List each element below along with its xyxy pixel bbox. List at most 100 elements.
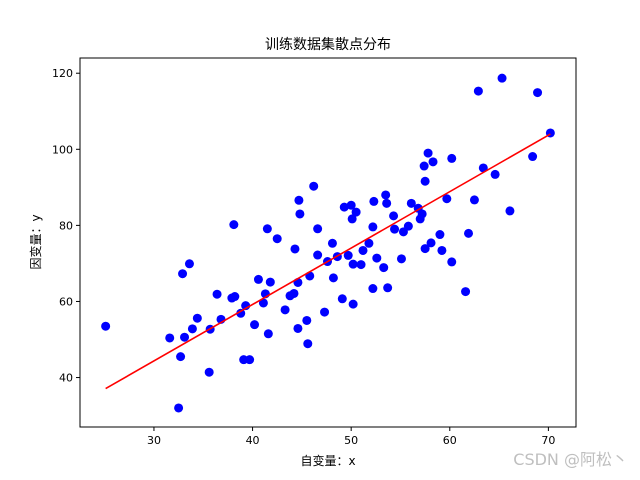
plot-frame	[79, 57, 577, 428]
scatter-point	[403, 221, 413, 231]
scatter-point	[174, 403, 184, 413]
scatter-point	[437, 245, 447, 255]
scatter-point	[339, 202, 349, 212]
scatter-point	[389, 211, 399, 221]
y-axis-label: 因变量：y	[28, 214, 43, 269]
y-tick-label: 120	[52, 67, 73, 80]
scatter-point	[447, 153, 457, 163]
scatter-point	[426, 238, 436, 248]
scatter-point	[293, 323, 303, 333]
scatter-point	[178, 269, 188, 279]
scatter-point	[253, 274, 263, 284]
scatter-point	[192, 313, 202, 323]
scatter-point	[396, 254, 406, 264]
scatter-point	[505, 206, 515, 216]
scatter-point	[258, 298, 268, 308]
scatter-point	[295, 209, 305, 219]
scatter-point	[180, 332, 190, 342]
scatter-point	[327, 238, 337, 248]
scatter-point	[442, 194, 452, 204]
scatter-point	[187, 324, 197, 334]
scatter-point	[337, 294, 347, 304]
x-axis-label: 自变量：x	[300, 453, 355, 468]
y-tick-label: 40	[59, 372, 73, 385]
scatter-point	[250, 320, 260, 330]
scatter-point	[478, 163, 488, 173]
y-axis: 40 60 80 100 120	[52, 67, 80, 385]
scatter-point	[348, 259, 358, 269]
scatter-point	[346, 200, 356, 210]
scatter-point	[461, 287, 471, 297]
scatter-point	[368, 284, 378, 294]
x-axis: 30 40 50 60 70	[147, 427, 555, 447]
scatter-point	[417, 209, 427, 219]
scatter-point	[176, 352, 186, 362]
scatter-point	[379, 263, 389, 273]
scatter-point	[265, 277, 275, 287]
scatter-point	[101, 321, 111, 331]
scatter-point	[184, 259, 194, 269]
scatter-point	[236, 308, 246, 318]
scatter-point	[229, 220, 239, 230]
scatter-point	[348, 299, 358, 309]
x-tick-label: 70	[541, 434, 555, 447]
x-tick-label: 50	[344, 434, 358, 447]
scatter-point	[272, 234, 282, 244]
chart-title: 训练数据集散点分布	[265, 36, 391, 53]
scatter-point	[343, 250, 353, 260]
x-tick-label: 30	[147, 434, 161, 447]
scatter-point	[428, 157, 438, 167]
scatter-point	[423, 148, 433, 158]
scatter-point	[464, 228, 474, 238]
scatter-point	[303, 339, 313, 349]
scatter-point	[364, 238, 374, 248]
scatter-point	[320, 307, 330, 317]
scatter-point	[351, 207, 361, 217]
scatter-point	[447, 257, 457, 267]
scatter-point	[358, 245, 368, 255]
scatter-point	[294, 195, 304, 205]
scatter-point	[230, 292, 240, 302]
scatter-point	[473, 86, 483, 96]
scatter-point	[262, 224, 272, 234]
scatter-point	[420, 176, 430, 186]
scatter-point	[372, 253, 382, 263]
scatter-point	[381, 190, 391, 200]
scatter-point	[313, 224, 323, 234]
scatter-point	[497, 73, 507, 83]
scatter-point	[347, 214, 357, 224]
scatter-point	[528, 152, 538, 162]
data-marks	[101, 73, 555, 413]
plot-area	[79, 57, 577, 428]
scatter-point	[289, 288, 299, 298]
scatter-point	[313, 250, 323, 260]
scatter-point	[390, 224, 400, 234]
scatter-point	[245, 355, 255, 365]
scatter-point	[280, 305, 290, 315]
x-tick-label: 60	[443, 434, 457, 447]
scatter-point	[356, 260, 366, 270]
scatter-point	[368, 222, 378, 232]
scatter-point	[263, 329, 273, 339]
scatter-point	[383, 283, 393, 293]
scatter-point	[533, 88, 543, 98]
scatter-point	[406, 198, 416, 208]
scatter-point	[420, 244, 430, 254]
y-tick-label: 60	[59, 295, 73, 308]
scatter-point	[419, 161, 429, 171]
scatter-point	[469, 195, 479, 205]
scatter-point	[490, 169, 500, 179]
scatter-point	[165, 333, 175, 343]
scatter-point	[212, 289, 222, 299]
scatter-point	[302, 315, 312, 325]
x-tick-label: 40	[246, 434, 260, 447]
scatter-point	[309, 181, 319, 191]
scatter-point	[290, 244, 300, 254]
scatter-point	[435, 230, 445, 240]
scatter-point	[369, 196, 379, 206]
scatter-point	[382, 198, 392, 208]
scatter-point	[328, 273, 338, 283]
watermark-text: CSDN @阿松丶	[513, 450, 628, 469]
regression-line	[105, 133, 551, 390]
